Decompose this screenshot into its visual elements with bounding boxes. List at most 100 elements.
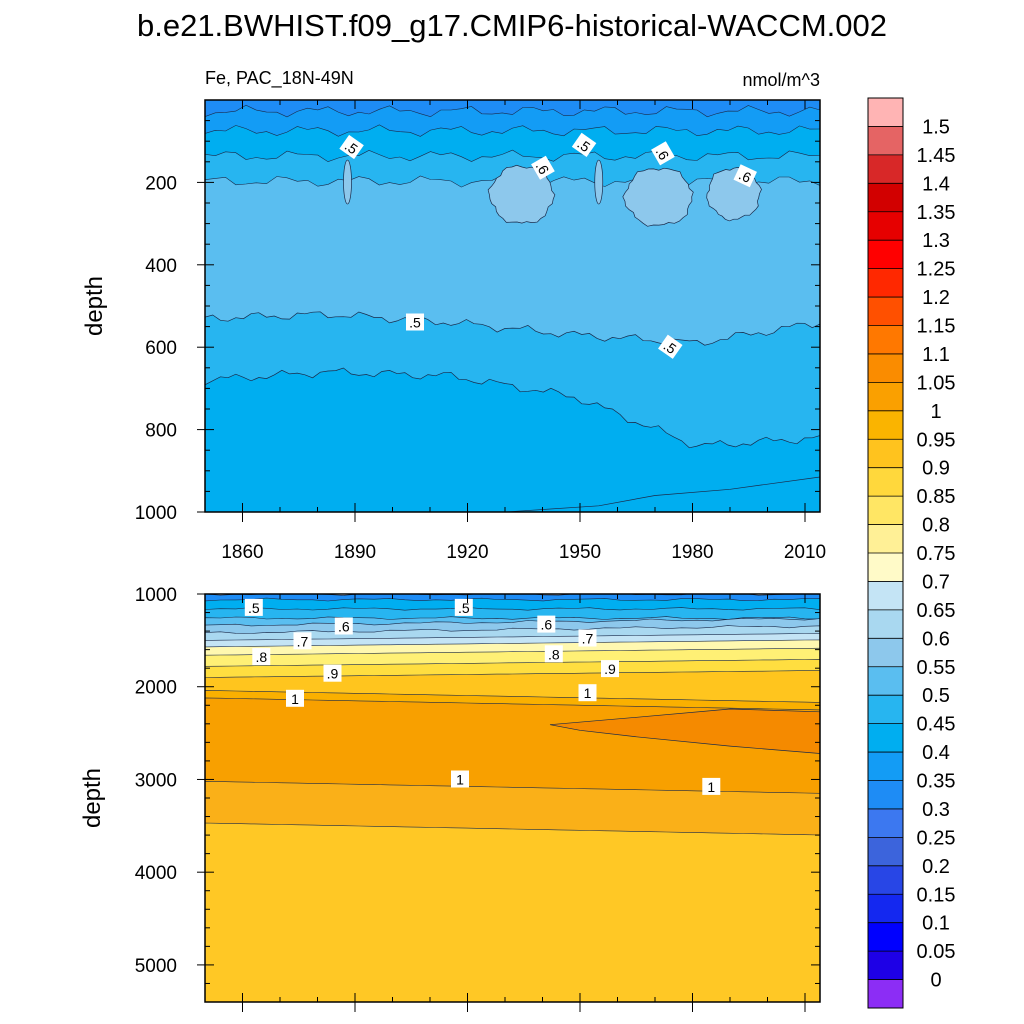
contour-label-text: .8 bbox=[255, 649, 267, 665]
upper-surface-band bbox=[205, 100, 820, 118]
contour-label-text: .5 bbox=[458, 600, 470, 616]
upper-units-label: nmol/m^3 bbox=[743, 70, 820, 90]
y-tick-label: 2000 bbox=[135, 678, 177, 699]
colorbar-swatch bbox=[868, 325, 903, 355]
upper-sliver bbox=[343, 159, 352, 205]
colorbar-swatch bbox=[868, 638, 903, 668]
colorbar-label: 0.9 bbox=[922, 458, 950, 480]
contour-label-text: 1 bbox=[291, 691, 299, 707]
colorbar-label: 0.6 bbox=[922, 628, 950, 650]
colorbar-label: 0.85 bbox=[917, 486, 956, 508]
colorbar-swatch bbox=[868, 922, 903, 952]
contour-label: 1 bbox=[451, 770, 469, 788]
contour-label-text: 1 bbox=[584, 685, 592, 701]
colorbar-label: 1.15 bbox=[917, 316, 956, 338]
contour-label-text: 1 bbox=[707, 779, 715, 795]
colorbar-label: 0.75 bbox=[917, 543, 956, 565]
colorbar-label: 0.4 bbox=[922, 742, 950, 764]
upper-depth-band bbox=[205, 367, 820, 512]
contour-label-text: .7 bbox=[297, 633, 309, 649]
colorbar-swatch bbox=[868, 439, 903, 469]
figure-title: b.e21.BWHIST.f09_g17.CMIP6-historical-WA… bbox=[137, 8, 887, 43]
colorbar-label: 0.15 bbox=[917, 884, 956, 906]
x-tick-label: 1980 bbox=[671, 542, 713, 563]
colorbar-label: 1.1 bbox=[922, 344, 950, 366]
colorbar-swatch bbox=[868, 894, 903, 924]
y-tick-label: 5000 bbox=[135, 956, 177, 977]
colorbar-label: 1.25 bbox=[917, 259, 956, 281]
contour-label: .5 bbox=[339, 134, 364, 160]
contour-label: .5 bbox=[571, 132, 597, 158]
colorbar-swatch bbox=[868, 581, 903, 611]
colorbar-swatch bbox=[868, 808, 903, 838]
y-tick-label: 1000 bbox=[135, 585, 177, 606]
y-tick-label: 3000 bbox=[135, 770, 177, 791]
colorbar-label: 0.7 bbox=[922, 571, 950, 593]
colorbar-label: 0.05 bbox=[917, 941, 956, 963]
contour-label: 1 bbox=[578, 684, 597, 702]
colorbar-swatch bbox=[868, 723, 903, 753]
colorbar-label: 1 bbox=[930, 401, 941, 423]
colorbar-label: 1.05 bbox=[917, 372, 956, 394]
x-tick-label: 1860 bbox=[221, 542, 263, 563]
colorbar-label: 0.2 bbox=[922, 856, 950, 878]
upper-contour-labels: .5 .5 .6 .6 .6 .5 .5 bbox=[339, 132, 757, 359]
contour-label: .5 bbox=[406, 313, 424, 331]
colorbar-swatch bbox=[868, 695, 903, 725]
contour-label: 1 bbox=[702, 777, 721, 795]
colorbar-label: 1.2 bbox=[922, 287, 950, 309]
colorbar-swatch bbox=[868, 382, 903, 412]
colorbar-label: 1.35 bbox=[917, 202, 956, 224]
contour-label: .5 bbox=[658, 334, 683, 359]
contour-label-text: .9 bbox=[327, 666, 339, 682]
contour-label-text: .7 bbox=[582, 631, 594, 647]
contour-label: .6 bbox=[537, 615, 556, 633]
colorbar-label: 1.4 bbox=[922, 173, 950, 195]
colorbar-label: 0.1 bbox=[922, 913, 950, 935]
x-tick-label: 1950 bbox=[559, 542, 601, 563]
colorbar-label: 1.5 bbox=[922, 116, 950, 138]
colorbar-swatch bbox=[868, 951, 903, 980]
contour-label: .6 bbox=[733, 164, 757, 188]
contour-label-text: .5 bbox=[409, 315, 421, 331]
colorbar-swatch bbox=[868, 297, 903, 326]
colorbar-swatch bbox=[868, 837, 903, 867]
colorbar-swatch bbox=[868, 353, 903, 383]
upper-sliver bbox=[594, 159, 604, 205]
colorbar-label: 0.95 bbox=[917, 429, 956, 451]
colorbar-swatch bbox=[868, 979, 903, 1009]
upper-patch bbox=[622, 167, 694, 227]
colorbar-label: 0 bbox=[930, 970, 941, 992]
colorbar-label: 0.35 bbox=[917, 771, 956, 793]
upper-deep-patch bbox=[504, 476, 820, 512]
lower-wedge bbox=[549, 708, 820, 754]
colorbar-label: 0.5 bbox=[922, 685, 950, 707]
colorbar-swatch bbox=[868, 865, 903, 895]
upper-axis-ticks: 1860 1890 1920 1950 1980 2010 200 400 600 800 1000 bbox=[135, 99, 826, 563]
y-tick-label: 400 bbox=[145, 256, 177, 277]
colorbar-swatch bbox=[868, 666, 903, 696]
contour-label-text: .9 bbox=[604, 661, 616, 677]
contour-label: .7 bbox=[293, 632, 312, 650]
contour-label: 1 bbox=[286, 689, 304, 707]
contour-label: .8 bbox=[544, 645, 563, 663]
contour-label: .5 bbox=[454, 598, 473, 616]
colorbar-label: 1.3 bbox=[922, 230, 950, 252]
upper-contour-fill bbox=[205, 100, 820, 516]
contour-label: .6 bbox=[651, 141, 675, 166]
colorbar-swatch bbox=[868, 752, 903, 781]
colorbar: 1.5 1.45 1.4 1.35 1.3 1.25 1.2 1.15 1.1 1.05 1 0.95… bbox=[867, 97, 956, 1009]
colorbar-swatch bbox=[868, 211, 903, 241]
colorbar-label: 0.8 bbox=[922, 515, 950, 537]
colorbar-label: 0.55 bbox=[917, 657, 956, 679]
colorbar-swatch bbox=[868, 183, 903, 213]
lower-contour-labels: .5 .5 .6 .6 .7 .7 .8 .8 .9 .9 1 1 1 1 bbox=[244, 598, 721, 795]
y-tick-label: 800 bbox=[145, 421, 177, 442]
upper-depth-band bbox=[205, 514, 820, 516]
lower-depth-layer bbox=[205, 822, 820, 1002]
colorbar-swatch bbox=[868, 98, 903, 127]
upper-y-axis-label: depth bbox=[81, 276, 108, 336]
contour-label: .6 bbox=[531, 155, 555, 180]
contour-label: .9 bbox=[323, 664, 342, 682]
